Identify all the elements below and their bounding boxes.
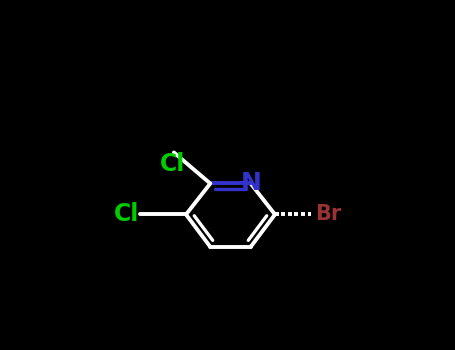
Text: Cl: Cl	[160, 153, 185, 176]
Text: Cl: Cl	[113, 203, 139, 226]
Text: Br: Br	[315, 204, 342, 224]
Text: N: N	[240, 172, 261, 196]
